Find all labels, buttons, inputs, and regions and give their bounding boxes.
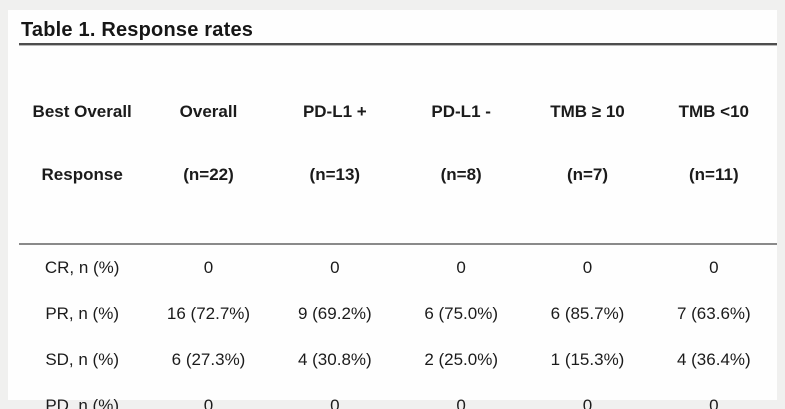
table-row-pr: PR, n (%) 16 (72.7%) 9 (69.2%) 6 (75.0%)… — [19, 291, 777, 337]
column-header-line2: Response — [41, 165, 123, 184]
table-cell: 0 — [582, 258, 593, 277]
row-label: SD, n (%) — [45, 350, 119, 369]
table-cell: 6 (85.7%) — [550, 304, 625, 323]
column-header-pdl1-positive: PD-L1 + (n=13) — [272, 59, 398, 227]
column-header-tmb-high: TMB ≥ 10 (n=7) — [524, 59, 650, 227]
column-header-line2: (n=11) — [689, 165, 739, 184]
column-header-line2: (n=7) — [566, 165, 609, 184]
table-cell: 4 (30.8%) — [297, 350, 372, 369]
table-cell: 0 — [582, 396, 593, 409]
column-header-line2: (n=8) — [440, 165, 482, 184]
column-header-line1: TMB <10 — [678, 102, 750, 121]
table-cell: 6 (27.3%) — [171, 350, 246, 369]
table-cell: 2 (25.0%) — [424, 350, 499, 369]
table-cell: 0 — [456, 396, 466, 409]
column-header-best-overall-response: Best Overall Response — [19, 59, 145, 227]
column-header-overall: Overall (n=22) — [145, 59, 271, 227]
column-header-line2: (n=22) — [183, 165, 234, 184]
table-cell: 1 (15.3%) — [550, 350, 625, 369]
table-row-sd: SD, n (%) 6 (27.3%) 4 (30.8%) 2 (25.0%) … — [19, 337, 777, 383]
column-header-line1: PD-L1 - — [431, 102, 491, 121]
row-label: PD, n (%) — [45, 396, 119, 409]
column-header-line2: (n=13) — [309, 165, 361, 184]
column-header-line1: Overall — [179, 102, 238, 121]
column-header-tmb-low: TMB <10 (n=11) — [651, 59, 777, 227]
table-cell: 0 — [330, 396, 340, 409]
table-header-row: Best Overall Response Overall (n=22) PD-… — [19, 45, 777, 243]
table-cell: 7 (63.6%) — [676, 304, 751, 323]
table-cell: 0 — [709, 258, 719, 277]
table-cell: 0 — [203, 396, 214, 409]
title-rule — [19, 43, 777, 45]
table-cell: 0 — [203, 258, 214, 277]
column-header-line1: Best Overall — [32, 102, 132, 121]
header-rule — [19, 243, 777, 245]
table-cell: 0 — [456, 258, 466, 277]
column-header-pdl1-negative: PD-L1 - (n=8) — [398, 59, 524, 227]
table-row-pd: PD, n (%) 0 0 0 0 0 — [19, 383, 777, 409]
table-cell: 4 (36.4%) — [676, 350, 751, 369]
table-panel: Table 1. Response rates Best Overall Res… — [8, 10, 777, 409]
table-row-cr: CR, n (%) 0 0 0 0 0 — [19, 245, 777, 291]
table-title: Table 1. Response rates — [21, 19, 254, 41]
table-cell: 0 — [709, 396, 719, 409]
table-cell: 6 (75.0%) — [424, 304, 499, 323]
column-header-line1: TMB ≥ 10 — [550, 102, 625, 121]
table-cell: 16 (72.7%) — [166, 304, 251, 323]
row-label: PR, n (%) — [45, 304, 119, 323]
table-cell: 9 (69.2%) — [297, 304, 372, 323]
column-header-line1: PD-L1 + — [302, 102, 367, 121]
table-cell: 0 — [330, 258, 340, 277]
row-label: CR, n (%) — [44, 258, 120, 277]
